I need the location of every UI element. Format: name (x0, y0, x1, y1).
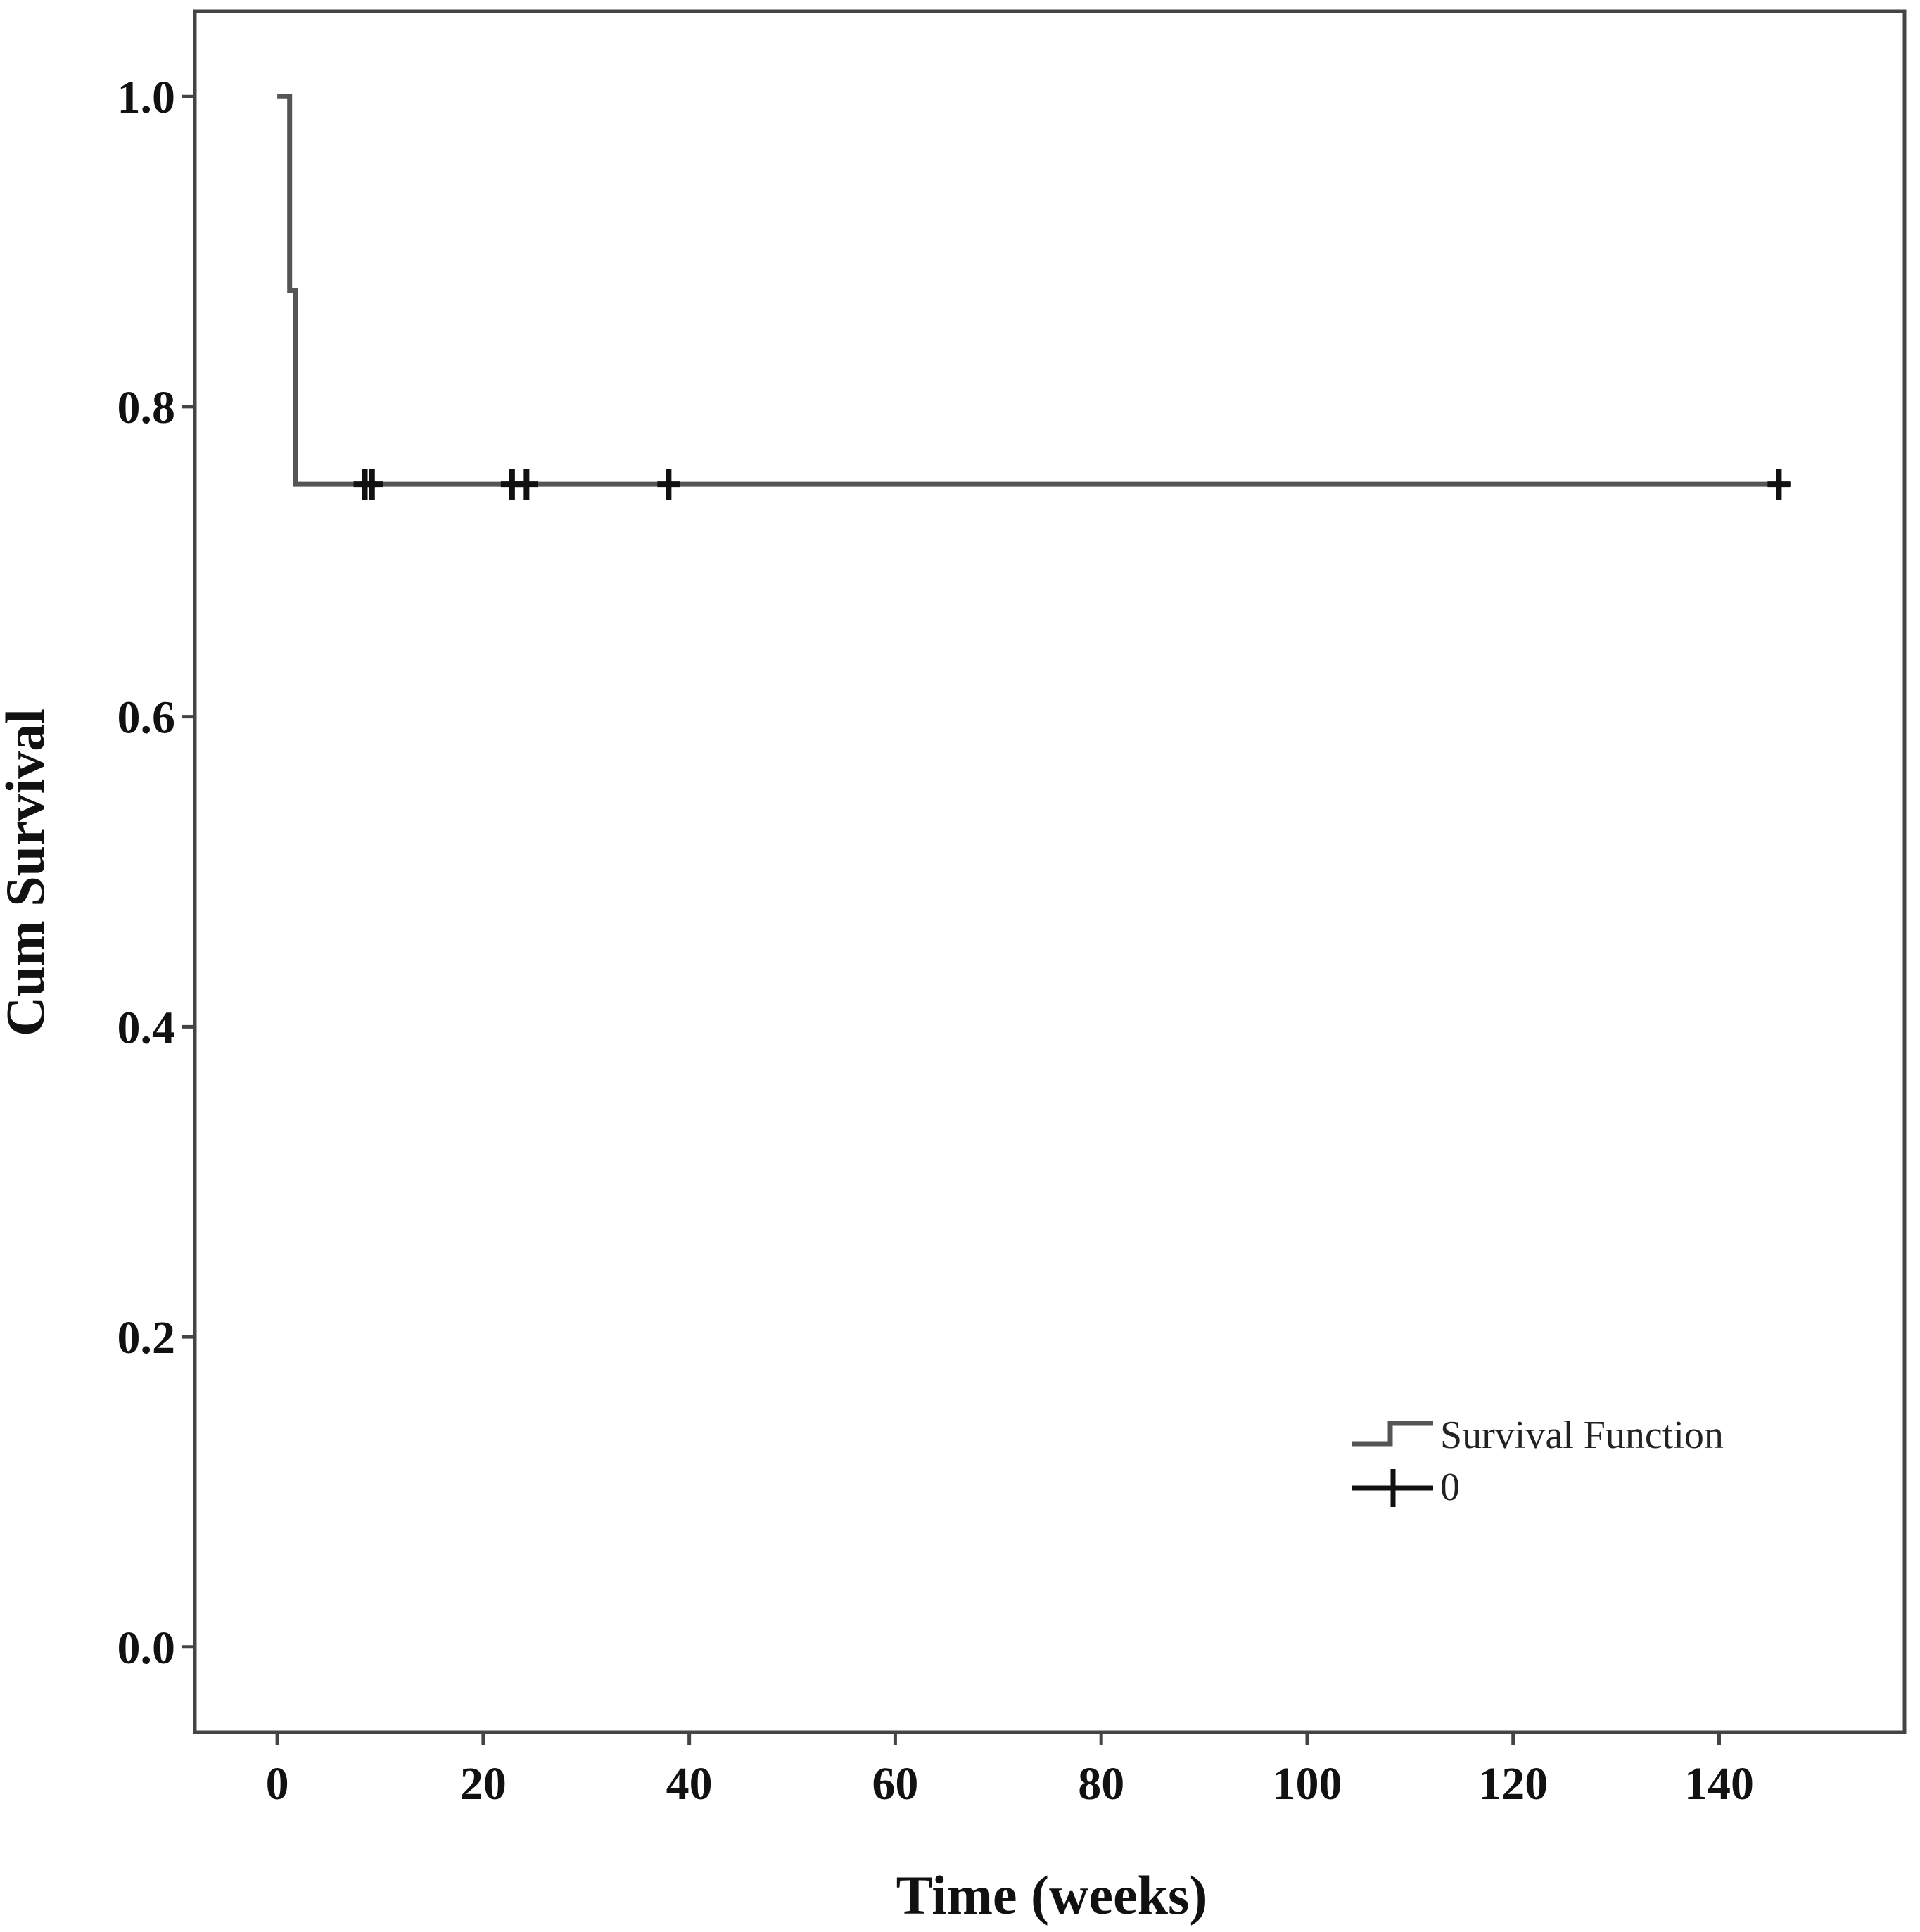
y-tick-label: 0.8 (117, 382, 176, 433)
x-tick-label: 20 (460, 1758, 507, 1810)
legend: Survival Function 0 (1352, 1413, 1724, 1509)
x-axis-title: Time (weeks) (896, 1864, 1208, 1926)
legend-label-survival-function: Survival Function (1440, 1413, 1724, 1457)
x-axis: 0 20 40 60 80 100 120 140 (266, 1732, 1754, 1810)
x-tick-label: 100 (1272, 1758, 1342, 1810)
x-tick-label: 40 (666, 1758, 713, 1810)
survival-function-line (277, 94, 1791, 487)
censor-markers (353, 469, 1791, 500)
y-tick-label: 0.2 (117, 1312, 176, 1364)
legend-step-symbol (1352, 1421, 1433, 1447)
y-tick-label: 0.0 (117, 1622, 176, 1674)
series-layer (277, 94, 1791, 487)
plot-frame (193, 9, 1907, 1734)
y-tick-label: 0.4 (117, 1002, 176, 1053)
x-tick-label: 0 (266, 1758, 289, 1810)
x-tick-label: 60 (872, 1758, 918, 1810)
x-tick-label: 80 (1078, 1758, 1124, 1810)
x-tick-label: 120 (1478, 1758, 1548, 1810)
y-tick-label: 1.0 (117, 72, 176, 123)
y-axis: 0.0 0.2 0.4 0.6 0.8 1.0 (117, 72, 195, 1674)
censor-marker (360, 469, 383, 500)
legend-plus-symbol (1352, 1469, 1433, 1507)
y-tick-label: 0.6 (117, 692, 176, 744)
y-axis-title: Cum Survival (0, 708, 56, 1036)
censor-marker (515, 469, 538, 500)
legend-label-censored: 0 (1440, 1466, 1460, 1509)
x-tick-label: 140 (1684, 1758, 1754, 1810)
censor-marker (1767, 469, 1791, 500)
censor-marker (657, 469, 680, 500)
